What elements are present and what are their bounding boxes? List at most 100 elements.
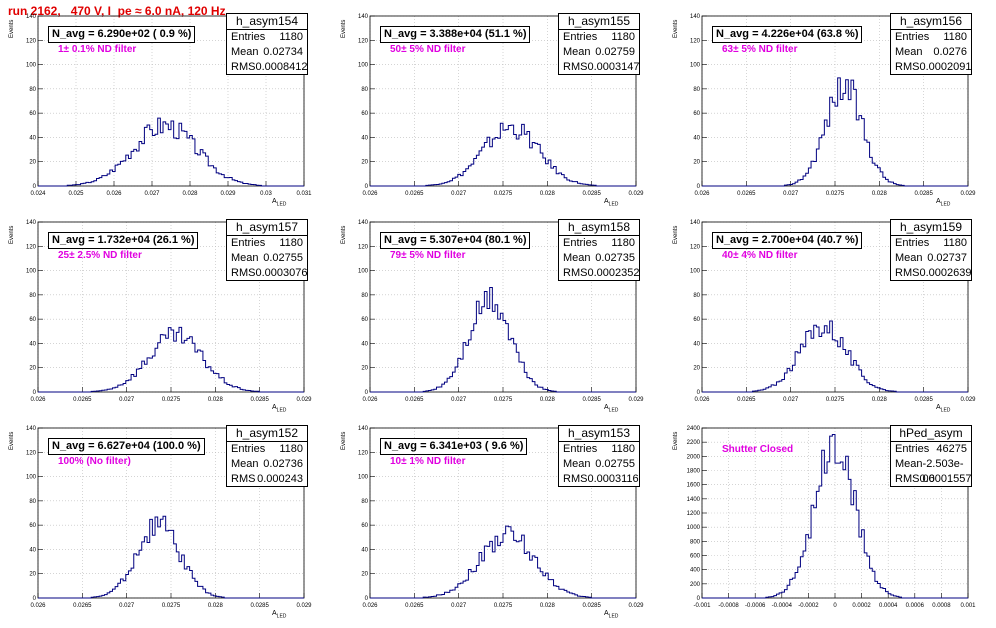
- x-tick-label: 0.026: [694, 191, 710, 197]
- y-tick-label: 140: [26, 14, 37, 20]
- y-tick-label: 60: [29, 523, 36, 529]
- y-tick-label: 400: [690, 568, 701, 574]
- stats-value: 0.02736: [263, 458, 303, 470]
- y-tick-label: 140: [358, 14, 369, 20]
- stats-key: Mean: [563, 252, 591, 264]
- x-tick-label: 0.026: [106, 191, 122, 197]
- x-tick-label: 0.0285: [914, 397, 933, 403]
- stats-key: RMS: [231, 267, 256, 279]
- x-tick-label: 0.028: [872, 397, 888, 403]
- x-tick-label: -0.0004: [772, 603, 793, 609]
- stats-key: Entries: [895, 31, 930, 43]
- x-tick-label: 0.026: [362, 603, 378, 609]
- histogram-line: [38, 117, 304, 187]
- stats-title: h_asym157: [227, 220, 307, 236]
- y-tick-label: 60: [29, 317, 36, 323]
- filter-label: 100% (No filter): [58, 456, 131, 467]
- y-tick-label: 120: [690, 244, 701, 250]
- stats-row: Mean 0.02755: [227, 251, 307, 266]
- y-tick-label: 1600: [687, 483, 701, 489]
- y-tick-label: 140: [690, 14, 701, 20]
- histogram-svg: 0.024 0.025 0.026 0.027 0.028 0.029 0.03 0.031 0…: [26, 14, 312, 197]
- stats-value: 0.0002352: [587, 267, 640, 279]
- y-tick-label: 40: [693, 341, 700, 347]
- stats-value: 0.02734: [263, 46, 303, 58]
- y-tick-label: 100: [26, 475, 37, 481]
- y-axis-label: Events: [341, 19, 347, 38]
- stats-title: h_asym152: [227, 426, 307, 442]
- stats-value: 1180: [279, 237, 303, 249]
- x-tick-label: 0.0265: [737, 397, 756, 403]
- stats-row: RMS 0.000243: [227, 472, 307, 487]
- x-tick-label: 0.0275: [162, 397, 181, 403]
- y-tick-label: 140: [26, 220, 37, 226]
- y-tick-label: 1200: [687, 511, 701, 517]
- y-tick-label: 140: [26, 426, 37, 432]
- histogram-panel-h_asym154: 0.024 0.025 0.026 0.027 0.028 0.029 0.03 0.031 0…: [0, 10, 332, 216]
- x-tick-label: 0.025: [68, 191, 84, 197]
- x-tick-label: -0.0008: [718, 603, 739, 609]
- filter-label: 10± 1% ND filter: [390, 456, 466, 467]
- stats-key: Mean: [231, 46, 259, 58]
- x-tick-label: 0.0285: [582, 397, 601, 403]
- y-tick-label: 80: [693, 293, 700, 299]
- stats-row: Mean 0.0276: [891, 45, 971, 60]
- y-tick-label: 40: [29, 547, 36, 553]
- stats-title: h_asym155: [559, 14, 639, 30]
- stats-value: 0.02735: [595, 252, 635, 264]
- y-tick-label: 140: [690, 220, 701, 226]
- stats-value: 0.0003116: [587, 473, 639, 485]
- x-tick-label: 0.0275: [494, 191, 513, 197]
- y-tick-label: 120: [26, 244, 37, 250]
- x-tick-label: 0.028: [872, 191, 888, 197]
- stats-row: Mean 0.02735: [559, 251, 639, 266]
- stats-value: 0.02755: [263, 252, 303, 264]
- x-tick-label: -0.001: [693, 603, 711, 609]
- x-tick-label: 0.026: [362, 397, 378, 403]
- stats-key: Entries: [231, 443, 266, 455]
- stats-value: 1180: [611, 443, 635, 455]
- stats-box: h_asym153 Entries 1180 Mean 0.02755 RMS 0.0003…: [558, 425, 640, 487]
- y-tick-label: 120: [26, 38, 37, 44]
- y-tick-label: 80: [29, 499, 36, 505]
- histogram-line: [370, 122, 636, 187]
- x-tick-label: 0.0285: [582, 191, 601, 197]
- x-tick-label: 0.026: [30, 603, 46, 609]
- stats-value: 0.02759: [595, 46, 635, 58]
- x-tick-label: 0.028: [540, 603, 556, 609]
- navg-label: N_avg = 2.700e+04 (40.7 %): [712, 232, 863, 249]
- navg-label: N_avg = 1.732e+04 (26.1 %): [48, 232, 199, 249]
- y-tick-label: 0: [33, 184, 37, 190]
- x-tick-label: 0.0265: [405, 191, 424, 197]
- x-axis-label: ALED: [272, 198, 287, 208]
- x-tick-label: 0.028: [208, 397, 224, 403]
- x-tick-label: 0.027: [451, 603, 467, 609]
- navg-label: N_avg = 6.290e+02 ( 0.9 %): [48, 26, 196, 43]
- y-tick-label: 0: [697, 596, 701, 602]
- navg-label: N_avg = 3.388e+04 (51.1 %): [380, 26, 531, 43]
- x-tick-label: 0.029: [628, 603, 644, 609]
- stats-row: Mean 0.02737: [891, 251, 971, 266]
- x-tick-label: 0.029: [296, 397, 312, 403]
- stats-row: Entries 1180: [891, 236, 971, 251]
- stats-value: 1180: [943, 31, 967, 43]
- stats-value: 0.02755: [595, 458, 635, 470]
- y-tick-label: 20: [361, 572, 368, 578]
- histogram-panel-hPed_asym: -0.001 -0.0008 -0.0006 -0.0004 -0.0002 0 0.000…: [664, 422, 996, 628]
- y-tick-label: 2000: [687, 454, 701, 460]
- y-tick-label: 140: [358, 220, 369, 226]
- x-tick-label: 0.0008: [932, 603, 951, 609]
- stats-key: RMS: [895, 61, 920, 73]
- y-tick-label: 120: [358, 38, 369, 44]
- y-axis-label: Events: [673, 225, 679, 244]
- x-tick-label: 0.0285: [914, 191, 933, 197]
- histogram-svg: 0.026 0.0265 0.027 0.0275 0.028 0.0285 0.029 0 2…: [358, 14, 644, 197]
- stats-key: Mean: [231, 252, 259, 264]
- plot-frame: [701, 15, 969, 187]
- y-tick-label: 100: [358, 269, 369, 275]
- stats-value: -2.503e-06: [922, 458, 964, 485]
- histogram-svg: 0.026 0.0265 0.027 0.0275 0.028 0.0285 0.029 0 2…: [690, 14, 976, 197]
- y-tick-label: 40: [361, 547, 368, 553]
- x-tick-label: 0.029: [220, 191, 236, 197]
- x-tick-label: 0.0265: [73, 397, 92, 403]
